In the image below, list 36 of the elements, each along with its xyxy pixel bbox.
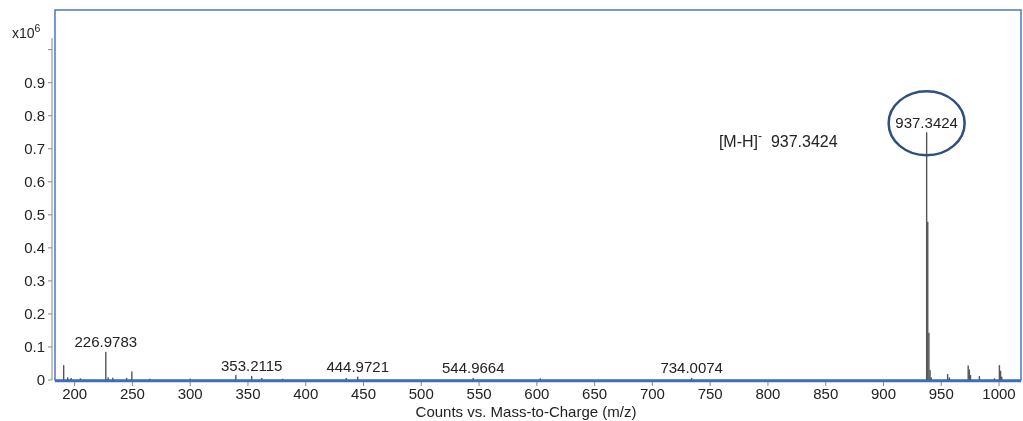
- x-tick-label: 950: [928, 385, 954, 402]
- x-tick-label: 500: [408, 385, 434, 402]
- y-tick-label: 0.2: [24, 305, 45, 323]
- x-tick-label: 300: [177, 385, 203, 402]
- x-tick-label: 400: [293, 385, 319, 402]
- annotation: 734.0074: [660, 359, 723, 377]
- x-tick-label: 200: [62, 385, 88, 402]
- x-tick-label: 850: [813, 385, 839, 402]
- y-tick-label: 0.5: [24, 206, 45, 224]
- annotation: 226.9783: [74, 332, 138, 350]
- annotation: 444.9721: [326, 357, 389, 375]
- annotation: 937.3424: [895, 114, 958, 132]
- y-tick-label: 0.9: [24, 73, 45, 91]
- y-tick-label: 0.8: [24, 106, 45, 124]
- x-tick-label: 250: [119, 385, 145, 402]
- annotation: 544.9664: [441, 359, 505, 377]
- x-tick-label: 350: [235, 385, 261, 402]
- x-tick-label: 550: [466, 385, 492, 402]
- x-tick-label: 700: [639, 385, 665, 402]
- y-tick-label: 0: [36, 371, 45, 389]
- x-tick-label: 750: [697, 385, 723, 402]
- x-tick-label: 450: [351, 385, 377, 402]
- x-tick-label: 800: [755, 385, 781, 402]
- y-axis-title: x10$^{6}$: [12, 22, 41, 41]
- y-tick-label: 0.3: [24, 272, 45, 290]
- y-tick-label: 0.4: [24, 239, 45, 257]
- x-tick-label: 900: [870, 385, 897, 402]
- y-tick-label: 0.7: [24, 140, 45, 157]
- y-tick-label: 0.1: [24, 338, 45, 356]
- annotation: 353.2115: [220, 357, 283, 375]
- x-tick-label: 600: [524, 385, 550, 402]
- y-tick-label: 0.6: [24, 173, 45, 191]
- x-tick-label: 1000: [982, 385, 1016, 402]
- x-tick-label: 650: [582, 385, 608, 402]
- annotation: [M-H]$^{-}$ 937.3424: [718, 129, 838, 151]
- x-axis-title: Counts vs. Mass-to-Charge (m/z): [415, 403, 637, 420]
